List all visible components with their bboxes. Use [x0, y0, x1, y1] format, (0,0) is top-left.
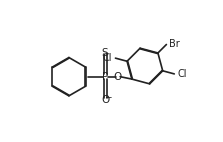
- Text: S: S: [102, 48, 108, 58]
- Text: P: P: [102, 72, 108, 82]
- Text: Cl: Cl: [178, 69, 187, 79]
- Text: O: O: [114, 72, 122, 82]
- Text: Cl: Cl: [102, 53, 112, 63]
- Text: Br: Br: [169, 39, 180, 49]
- Text: −: −: [104, 92, 112, 102]
- Text: O: O: [101, 95, 109, 105]
